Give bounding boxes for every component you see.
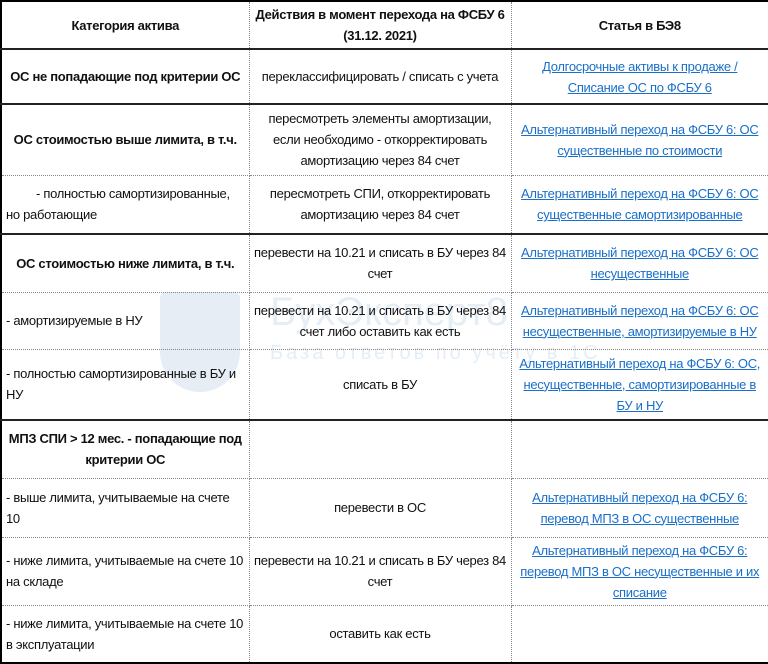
action-cell: перевести на 10.21 и списать в БУ через … xyxy=(248,233,512,293)
action-cell: списать в БУ xyxy=(248,348,512,421)
category-cell: - выше лимита, учитываемые на счете 10 xyxy=(0,477,250,538)
table-row: МПЗ СПИ > 12 мес. - попадающие под крите… xyxy=(0,419,768,479)
action-cell: перевести в ОС xyxy=(248,477,512,538)
article-link[interactable]: Альтернативный переход на ФСБУ 6: перево… xyxy=(520,542,760,600)
article-link[interactable]: Альтернативный переход на ФСБУ 6: ОС нес… xyxy=(521,302,759,339)
category-cell: - амортизируемые в НУ xyxy=(0,291,250,350)
category-cell: ОС стоимостью ниже лимита, в т.ч. xyxy=(0,233,250,293)
header-action: Действия в момент перехода на ФСБУ 6 (31… xyxy=(248,0,512,50)
action-cell: пересмотреть элементы амортизации, если … xyxy=(248,103,512,176)
action-cell: переклассифицировать / списать с учета xyxy=(248,48,512,105)
article-link[interactable]: Альтернативный переход на ФСБУ 6: ОС нес… xyxy=(521,245,759,282)
table-row: - выше лимита, учитываемые на счете 10 п… xyxy=(0,477,768,538)
category-cell: - ниже лимита, учитываемые на счете 10 н… xyxy=(0,536,250,606)
table-row: ОС не попадающие под критерии ОС перекла… xyxy=(0,48,768,105)
action-cell xyxy=(248,419,512,479)
article-link[interactable]: Альтернативный переход на ФСБУ 6: ОС сущ… xyxy=(521,186,759,223)
category-cell: ОС стоимостью выше лимита, в т.ч. xyxy=(0,103,250,176)
action-cell: пересмотреть СПИ, откорректировать аморт… xyxy=(248,174,512,235)
article-link[interactable]: Альтернативный переход на ФСБУ 6: перево… xyxy=(532,489,748,526)
category-cell: ОС не попадающие под критерии ОС xyxy=(0,48,250,105)
header-article: Статья в БЭ8 xyxy=(510,0,768,50)
action-cell: перевести на 10.21 и списать в БУ через … xyxy=(248,536,512,606)
table-row: - ниже лимита, учитываемые на счете 10 н… xyxy=(0,536,768,606)
article-link[interactable]: Альтернативный переход на ФСБУ 6: ОС сущ… xyxy=(521,121,759,158)
table-row: - ниже лимита, учитываемые на счете 10 в… xyxy=(0,604,768,664)
article-link[interactable]: Альтернативный переход на ФСБУ 6: ОС, не… xyxy=(519,355,761,413)
article-link[interactable]: Долгосрочные активы к продаже / Списание… xyxy=(542,58,738,95)
category-cell: - полностью самортизированные в БУ и НУ xyxy=(0,348,250,421)
header-category: Категория актива xyxy=(0,0,250,50)
action-cell: перевести на 10.21 и списать в БУ через … xyxy=(248,291,512,350)
table-row: - полностью самортизированные в БУ и НУ … xyxy=(0,348,768,421)
table-row: - амортизируемые в НУ перевести на 10.21… xyxy=(0,291,768,350)
action-cell: оставить как есть xyxy=(248,604,512,664)
category-cell: - полностью самортизированные, но работа… xyxy=(0,174,250,235)
header-row: Категория актива Действия в момент перех… xyxy=(0,0,768,50)
table-row: ОС стоимостью выше лимита, в т.ч. пересм… xyxy=(0,103,768,176)
table-row: ОС стоимостью ниже лимита, в т.ч. переве… xyxy=(0,233,768,293)
category-cell: - ниже лимита, учитываемые на счете 10 в… xyxy=(0,604,250,664)
table-row: - полностью самортизированные, но работа… xyxy=(0,174,768,235)
category-cell: МПЗ СПИ > 12 мес. - попадающие под крите… xyxy=(0,419,250,479)
